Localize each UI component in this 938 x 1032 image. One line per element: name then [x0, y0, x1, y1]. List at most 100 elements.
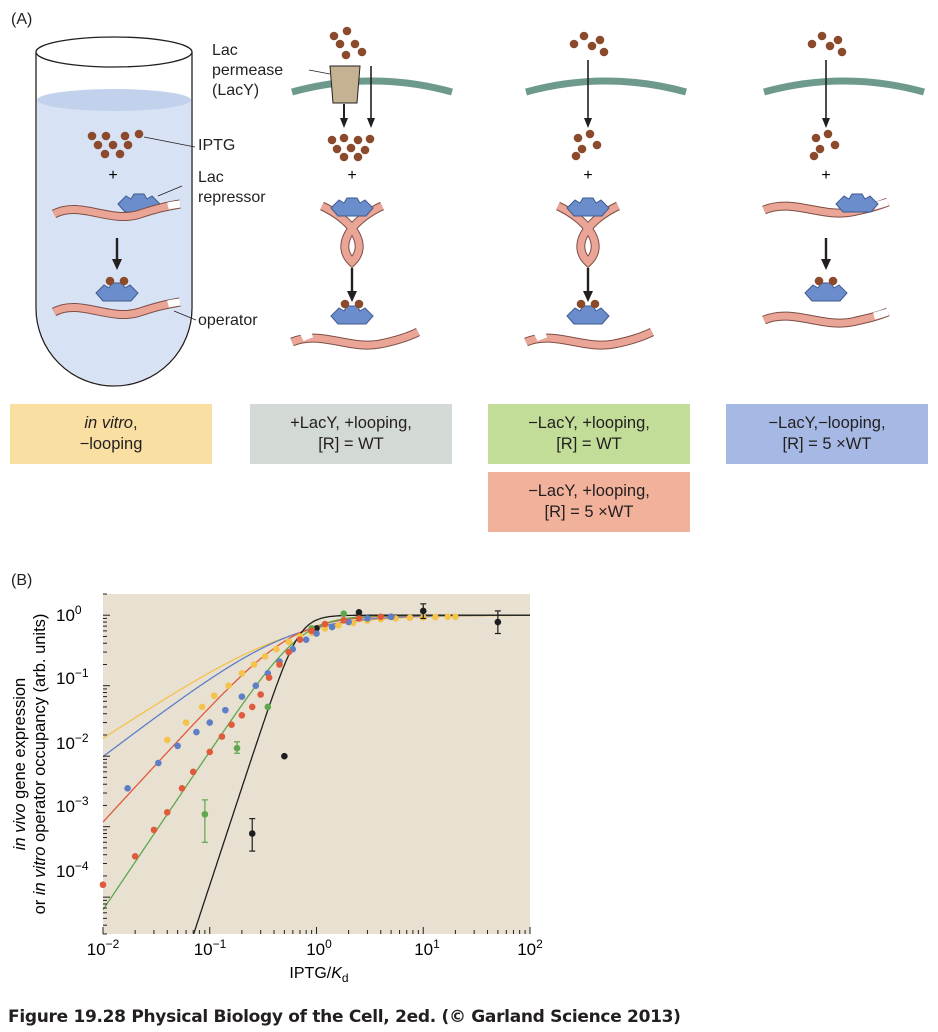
data-point — [377, 613, 385, 621]
condition-line1: +LacY, +looping, — [290, 414, 412, 432]
x-tick-label: 10−2 — [87, 937, 120, 959]
data-point — [494, 618, 502, 626]
lac-permease-label: Lac permease (LacY) — [212, 41, 283, 101]
x-axis-label: IPTG/Kd — [289, 965, 348, 985]
iptg-molecules-tube — [87, 129, 144, 159]
data-point — [248, 830, 256, 837]
data-point — [406, 614, 414, 622]
condition-box-nolacy-looping-wt: −LacY, +looping, [R] = WT — [488, 404, 690, 464]
data-point — [193, 728, 200, 736]
dna-tube-top — [51, 199, 181, 221]
data-point — [328, 623, 336, 631]
y-axis-label-line2: or in vitro operator occupancy (arb. uni… — [31, 614, 49, 915]
lac-repressor-label-line1: Lac — [198, 169, 224, 186]
condition-line2: [R] = 5 ×WT — [782, 435, 872, 453]
data-point — [257, 691, 264, 698]
condition-box-lacy-looping-wt: +LacY, +looping, [R] = WT — [250, 404, 452, 464]
condition-line2: [R] = WT — [556, 435, 622, 453]
data-point — [364, 615, 371, 622]
in-vitro-italic: in vitro — [84, 414, 133, 432]
data-point — [296, 636, 304, 643]
condition-line1: −LacY, +looping, — [528, 414, 650, 432]
svg-text:+: + — [347, 167, 356, 184]
condition-box-in-vitro-line1: in vitro, — [80, 413, 143, 434]
data-point — [238, 669, 246, 677]
data-point — [201, 810, 209, 818]
data-point — [228, 721, 235, 728]
data-point — [419, 607, 427, 615]
operator-pointer — [173, 310, 197, 321]
in-vitro-comma: , — [133, 414, 138, 432]
condition-box-nolacy-nolooping-5wt: −LacY,−looping, [R] = 5 ×WT — [726, 404, 928, 464]
data-point — [150, 826, 158, 834]
condition-box-in-vitro: in vitro, −looping — [10, 404, 212, 464]
data-point — [444, 613, 452, 621]
fit-curve — [193, 614, 530, 935]
data-point — [222, 706, 229, 714]
data-point — [285, 638, 293, 646]
data-point — [163, 808, 171, 816]
axis-ticks — [102, 593, 531, 935]
iptg-pointer — [143, 136, 196, 148]
dna-tube-bottom — [51, 297, 181, 319]
data-point — [163, 736, 171, 744]
data-point — [131, 852, 139, 860]
data-point — [198, 703, 206, 711]
data-point — [182, 719, 190, 726]
panel-b-label: (B) — [11, 572, 33, 589]
y-tick-label: 10−3 — [56, 794, 89, 816]
column-lacy-looping: + — [290, 26, 453, 350]
data-point — [238, 693, 246, 700]
data-point — [225, 682, 232, 689]
y-tick-label: 10−4 — [56, 859, 89, 881]
y-tick-label: 10−1 — [56, 666, 89, 688]
data-point — [189, 768, 197, 776]
data-point — [334, 621, 342, 629]
data-point — [264, 703, 272, 711]
data-point — [218, 733, 226, 740]
data-point — [355, 608, 363, 616]
condition-line1: −LacY,−looping, — [768, 414, 886, 432]
data-point — [238, 712, 246, 719]
data-points — [99, 603, 502, 889]
y-axis-label-line1: in vivo gene expression — [11, 678, 29, 850]
figure-caption: Figure 19.28 Physical Biology of the Cel… — [8, 1007, 681, 1027]
data-point — [387, 613, 395, 621]
column-nolacy-looping: + — [524, 31, 687, 350]
data-point — [313, 630, 320, 637]
data-point — [321, 620, 329, 628]
lac-permease-label-line1: Lac — [212, 42, 238, 59]
condition-line2: [R] = WT — [318, 435, 384, 453]
data-point — [206, 719, 214, 726]
operator-label: operator — [198, 312, 258, 329]
x-tick-label: 10−1 — [194, 937, 227, 959]
svg-text:+: + — [821, 167, 830, 184]
y-tick-label: 100 — [56, 603, 82, 625]
data-point — [340, 616, 348, 624]
data-point — [210, 692, 218, 700]
data-point — [281, 752, 288, 760]
lac-repressor-label: Lac repressor — [198, 168, 266, 208]
data-point — [432, 613, 439, 621]
data-point — [155, 759, 162, 767]
data-point — [99, 881, 107, 889]
lac-permease-label-line2: permease — [212, 62, 284, 79]
column-nolacy-nolooping: + — [762, 31, 925, 328]
x-tick-label: 100 — [306, 937, 332, 959]
data-point — [250, 661, 258, 668]
data-point — [233, 744, 241, 752]
panel-a-label: (A) — [11, 11, 33, 28]
data-point — [340, 610, 348, 618]
titration-chart: 10−2 10−1 100 101 102 100 10−1 10−2 10−3… — [11, 593, 543, 985]
svg-text:+: + — [583, 167, 592, 184]
data-point — [308, 627, 315, 635]
x-tick-label: 102 — [517, 937, 543, 959]
data-point — [261, 653, 269, 660]
condition-line1: −LacY, +looping, — [528, 482, 650, 500]
data-point — [178, 785, 186, 792]
condition-line2: [R] = 5 ×WT — [544, 503, 634, 521]
condition-box-nolacy-looping-5wt: −LacY, +looping, [R] = 5 ×WT — [488, 472, 690, 532]
data-point — [174, 742, 181, 750]
y-tick-label: 10−2 — [56, 731, 89, 753]
data-point — [248, 703, 256, 711]
